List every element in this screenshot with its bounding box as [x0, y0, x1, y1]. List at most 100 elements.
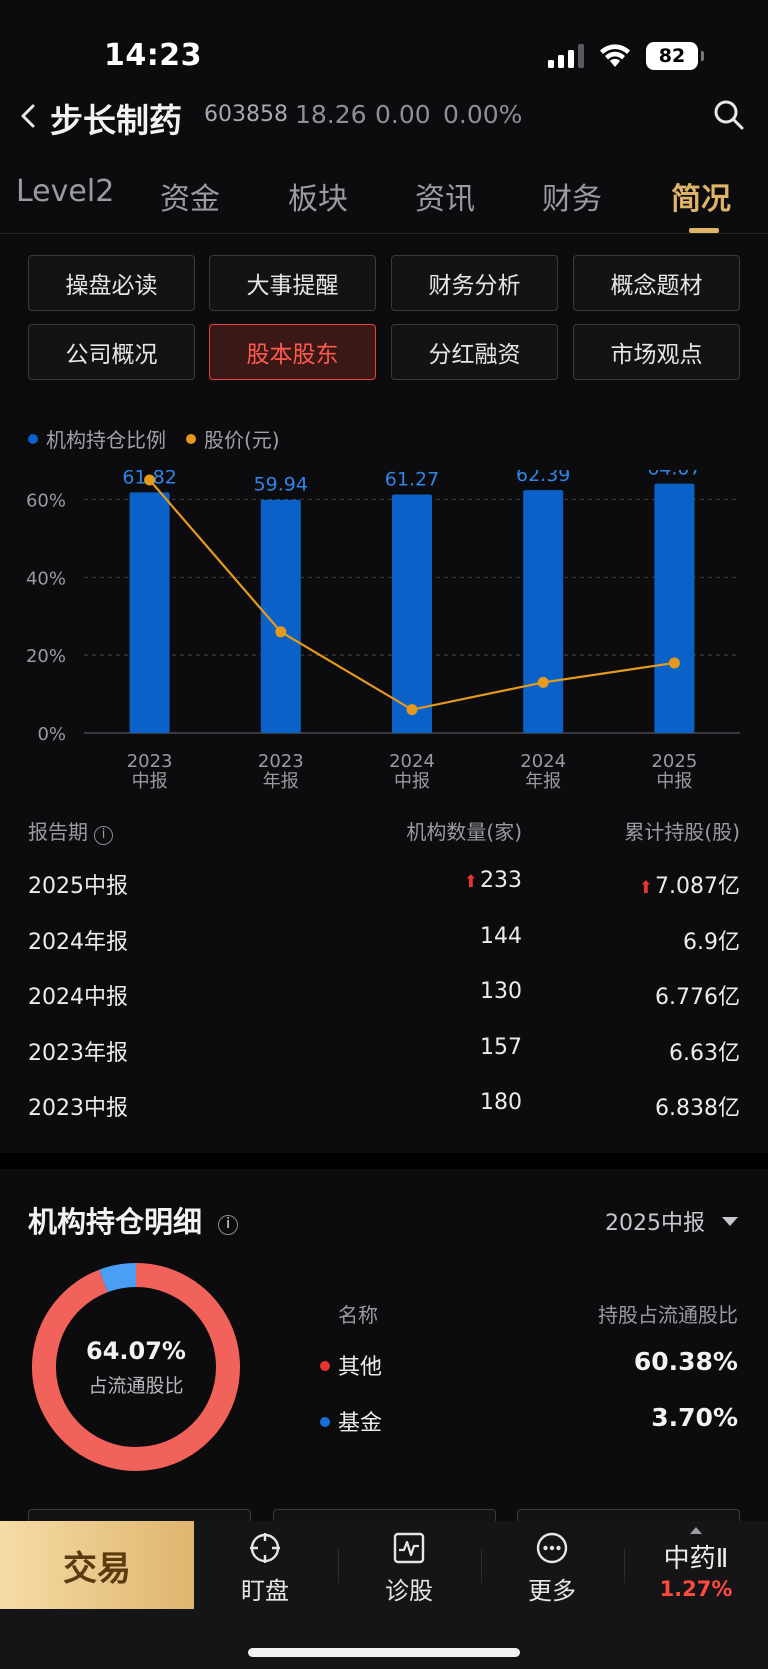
btn-concept-theme[interactable]: 概念题材	[573, 255, 740, 311]
row-shares: 6.9亿	[683, 929, 740, 955]
donut-center-label: 占流通股比	[88, 1374, 184, 1397]
dot-fund	[320, 1417, 330, 1427]
tab-news[interactable]: 资讯	[415, 182, 475, 217]
x-tick-label: 2023	[127, 751, 173, 772]
donut-center-value: 64.07%	[86, 1336, 186, 1365]
dot-other	[320, 1361, 330, 1371]
up-arrow-icon: ⬆	[638, 878, 654, 898]
col-shares: 累计持股(股)	[624, 820, 740, 844]
x-tick-label: 2024	[520, 751, 566, 772]
row-shares: 6.776亿	[655, 985, 740, 1010]
bar-value-label: 62.39	[516, 470, 570, 486]
row-shares: 6.63亿	[669, 1040, 740, 1066]
info-icon[interactable]: i	[218, 1215, 239, 1235]
btn-dividend-financing[interactable]: 分红融资	[391, 324, 558, 380]
tab-funds[interactable]: 资金	[160, 182, 220, 217]
section-divider	[0, 1153, 768, 1169]
price-point	[406, 704, 418, 716]
trade-button[interactable]: 交易	[0, 1521, 194, 1609]
table-row[interactable]: 2024年报 144 6.9亿	[28, 862, 740, 955]
bar-value-label: 64.07	[647, 470, 701, 480]
col-period: 报告期 i	[28, 816, 113, 845]
bar-value-label: 59.94	[254, 474, 308, 496]
pulse-chart-icon	[393, 1532, 425, 1564]
period-value: 2025中报	[605, 1211, 705, 1236]
active-tab-indicator	[689, 228, 719, 233]
search-icon[interactable]	[712, 98, 746, 132]
legend-label: 股价(元)	[204, 428, 280, 452]
x-tick-label: 2023	[258, 751, 304, 772]
row-period: 2025中报	[28, 874, 128, 899]
row-period: 2023年报	[28, 1040, 128, 1066]
peek-card	[28, 1509, 251, 1521]
nav-watch[interactable]: 盯盘	[205, 1531, 325, 1607]
tab-bar: Level2 资金 板块 资讯 财务 简况	[0, 150, 768, 234]
battery-icon: 82	[646, 42, 704, 70]
tab-level2[interactable]: Level2	[16, 174, 115, 209]
y-tick-label: 40%	[26, 568, 66, 589]
home-indicator	[248, 1648, 520, 1657]
bar-value-label: 61.27	[385, 470, 439, 491]
signal-icon	[548, 44, 584, 68]
row-count: ⬆233	[463, 868, 522, 893]
stock-code: 603858	[204, 102, 288, 127]
peek-card	[273, 1509, 496, 1521]
sector-change-pct: 1.27%	[659, 1577, 733, 1601]
holding-value-other: 60.38%	[633, 1347, 738, 1376]
table-row[interactable]: 2023年报 157 6.63亿	[28, 973, 740, 1066]
x-tick-label: 2025	[651, 751, 697, 772]
stock-price: 18.26	[295, 100, 367, 129]
row-shares: 6.838亿	[655, 1096, 740, 1121]
peek-card	[517, 1509, 740, 1521]
btn-financial-analysis[interactable]: 财务分析	[391, 255, 558, 311]
chart-legend: 机构持仓比例 股价(元)	[28, 424, 280, 453]
holding-row-fund: 基金	[320, 1405, 382, 1437]
x-tick-label: 年报	[525, 771, 561, 792]
table-row[interactable]: 2024中报 130 6.776亿	[28, 917, 740, 1010]
btn-trading-must-read[interactable]: 操盘必读	[28, 255, 195, 311]
row-period: 2023中报	[28, 1096, 128, 1121]
nav-more[interactable]: 更多	[492, 1531, 612, 1607]
btn-event-reminder[interactable]: 大事提醒	[209, 255, 376, 311]
donut-chart	[32, 1263, 240, 1471]
period-dropdown[interactable]: 2025中报	[605, 1205, 738, 1237]
btn-company-overview[interactable]: 公司概况	[28, 324, 195, 380]
price-point	[144, 474, 156, 486]
status-time: 14:23	[104, 38, 202, 73]
row-period: 2024年报	[28, 929, 128, 955]
bar	[523, 490, 564, 733]
price-point	[275, 626, 287, 638]
stock-change: 0.00	[375, 100, 431, 129]
holdings-donut: 64.07% 占流通股比	[30, 1261, 242, 1473]
row-count: 144	[480, 923, 522, 949]
legend-institution-ratio[interactable]: 机构持仓比例	[28, 424, 166, 453]
stock-header: 步长制药 603858 18.26 0.00 0.00%	[0, 88, 768, 144]
back-arrow-icon[interactable]	[14, 96, 44, 136]
row-count: 130	[480, 979, 522, 1004]
btn-market-views[interactable]: 市场观点	[573, 324, 740, 380]
sector-quote[interactable]: 中药Ⅱ 1.27%	[636, 1527, 756, 1611]
bar	[260, 499, 301, 733]
x-tick-label: 2024	[389, 751, 435, 772]
nav-diagnose[interactable]: 诊股	[349, 1531, 469, 1607]
donut-slice-other	[32, 1263, 240, 1471]
table-row[interactable]: 2023中报 180 6.838亿	[28, 1028, 740, 1121]
row-count: 180	[480, 1090, 522, 1115]
table-row[interactable]: 2025中报 ⬆233 ⬆7.087亿	[28, 806, 740, 899]
caret-up-icon	[690, 1527, 702, 1534]
institution-holding-chart: 0%20%40%60%61.822023中报59.942023年报61.2720…	[26, 470, 740, 792]
info-icon[interactable]: i	[94, 826, 113, 845]
btn-share-capital-holders[interactable]: 股本股东	[209, 324, 376, 380]
x-tick-label: 中报	[656, 771, 692, 792]
bar	[129, 492, 170, 733]
tab-sector[interactable]: 板块	[288, 182, 348, 217]
stock-change-pct: 0.00%	[443, 100, 523, 129]
section-title: 机构持仓明细 i	[28, 1199, 239, 1241]
legend-stock-price[interactable]: 股价(元)	[186, 424, 280, 453]
table-header: 报告期 i 机构数量(家) 累计持股(股)	[28, 806, 740, 850]
legend-dot-orange	[186, 433, 196, 444]
tab-finance[interactable]: 财务	[542, 182, 602, 217]
tab-profile[interactable]: 简况	[671, 182, 731, 217]
bottom-nav: 交易 盯盘 诊股 更多 中药Ⅱ 1.27%	[0, 1521, 768, 1669]
status-icons: 82	[548, 42, 704, 70]
